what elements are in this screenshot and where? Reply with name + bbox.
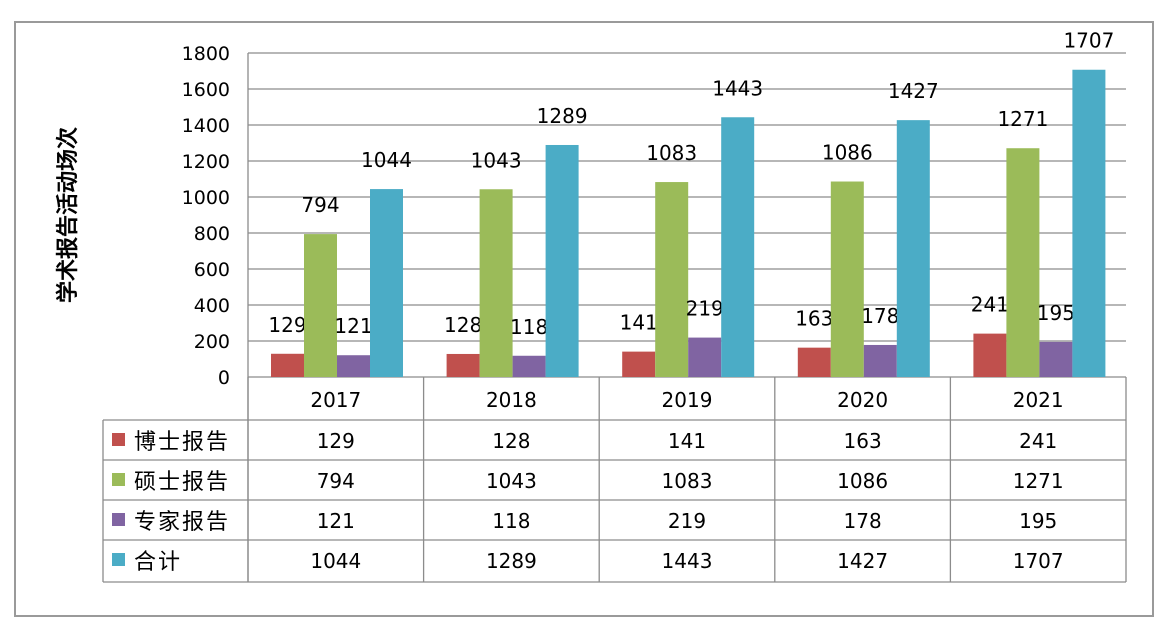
table-cell: 178	[844, 509, 882, 533]
data-label: 1427	[888, 79, 939, 103]
table-cell: 141	[668, 429, 706, 453]
bar-2021-2	[1039, 341, 1073, 377]
data-label: 1043	[471, 148, 522, 172]
legend-label: 博士报告	[134, 430, 230, 455]
table-cell: 219	[668, 509, 706, 533]
data-label: 128	[444, 313, 482, 337]
legend-swatch	[112, 513, 125, 526]
bar-2020-0	[797, 347, 831, 377]
data-label: 1044	[361, 148, 412, 172]
y-tick-label: 1000	[182, 187, 230, 209]
bar-2020-3	[896, 120, 930, 377]
table-cell: 1044	[310, 549, 361, 573]
legend-swatch	[112, 473, 125, 486]
x-tick-label: 2017	[310, 388, 361, 412]
data-label: 1083	[646, 141, 697, 165]
table-cell: 128	[492, 429, 530, 453]
table-cell: 129	[317, 429, 355, 453]
data-label: 141	[620, 311, 658, 335]
data-label: 118	[510, 315, 548, 339]
y-tick-label: 1400	[182, 115, 230, 137]
table-cell: 163	[844, 429, 882, 453]
table-cell: 1289	[486, 549, 537, 573]
legend-label: 专家报告	[134, 510, 230, 535]
bar-2018-1	[479, 189, 513, 377]
bar-2017-1	[304, 234, 337, 377]
table-cell: 794	[317, 469, 355, 493]
bar-2021-3	[1072, 69, 1106, 378]
x-tick-label: 2018	[486, 388, 537, 412]
data-label: 121	[334, 314, 372, 338]
legend-label: 合计	[134, 550, 182, 575]
y-tick-label: 600	[194, 259, 230, 281]
bar-2017-0	[271, 353, 304, 377]
bar-2018-3	[545, 144, 579, 377]
x-tick-label: 2019	[662, 388, 713, 412]
y-tick-label: 1200	[182, 151, 230, 173]
bar-2018-0	[446, 353, 480, 377]
bar-2017-3	[370, 189, 403, 377]
table-cell: 1427	[837, 549, 888, 573]
data-label: 1707	[1063, 29, 1114, 53]
x-tick-label: 2020	[837, 388, 888, 412]
data-label: 163	[795, 307, 833, 331]
data-label: 1289	[537, 104, 588, 128]
legend-swatch	[112, 433, 125, 446]
y-tick-label: 1800	[182, 43, 230, 65]
bar-2017-2	[337, 355, 370, 377]
y-tick-label: 1600	[182, 79, 230, 101]
bar-2019-3	[721, 117, 755, 377]
table-cell: 121	[317, 509, 355, 533]
y-tick-label: 800	[194, 223, 230, 245]
data-label: 178	[861, 304, 899, 328]
table-cell: 195	[1019, 509, 1057, 533]
data-label: 195	[1037, 301, 1075, 325]
y-tick-label: 400	[194, 295, 230, 317]
data-label: 241	[971, 293, 1009, 317]
data-label: 794	[301, 193, 339, 217]
table-cell: 1271	[1013, 469, 1064, 493]
bar-2020-2	[863, 344, 897, 377]
table-cell: 1083	[662, 469, 713, 493]
data-label: 129	[268, 313, 306, 337]
table-cell: 1707	[1013, 549, 1064, 573]
data-label: 1271	[997, 107, 1048, 131]
data-label: 1086	[822, 141, 873, 165]
y-tick-label: 200	[194, 331, 230, 353]
x-tick-label: 2021	[1013, 388, 1064, 412]
bar-2021-0	[973, 333, 1007, 377]
table-cell: 1043	[486, 469, 537, 493]
bar-2020-1	[830, 181, 864, 377]
bar-2019-2	[688, 337, 722, 377]
legend-label: 硕士报告	[134, 470, 230, 495]
y-tick-label: 0	[218, 367, 230, 389]
table-cell: 118	[492, 509, 530, 533]
legend-swatch	[112, 553, 125, 566]
data-label: 1443	[712, 76, 763, 100]
bar-2019-1	[655, 182, 689, 377]
bar-2018-2	[512, 355, 546, 377]
bar-2019-0	[622, 351, 656, 377]
table-cell: 1086	[837, 469, 888, 493]
bar-2021-1	[1006, 148, 1040, 377]
chart-frame	[14, 21, 1154, 617]
table-cell: 241	[1019, 429, 1057, 453]
table-cell: 1443	[662, 549, 713, 573]
data-label: 219	[686, 297, 724, 321]
